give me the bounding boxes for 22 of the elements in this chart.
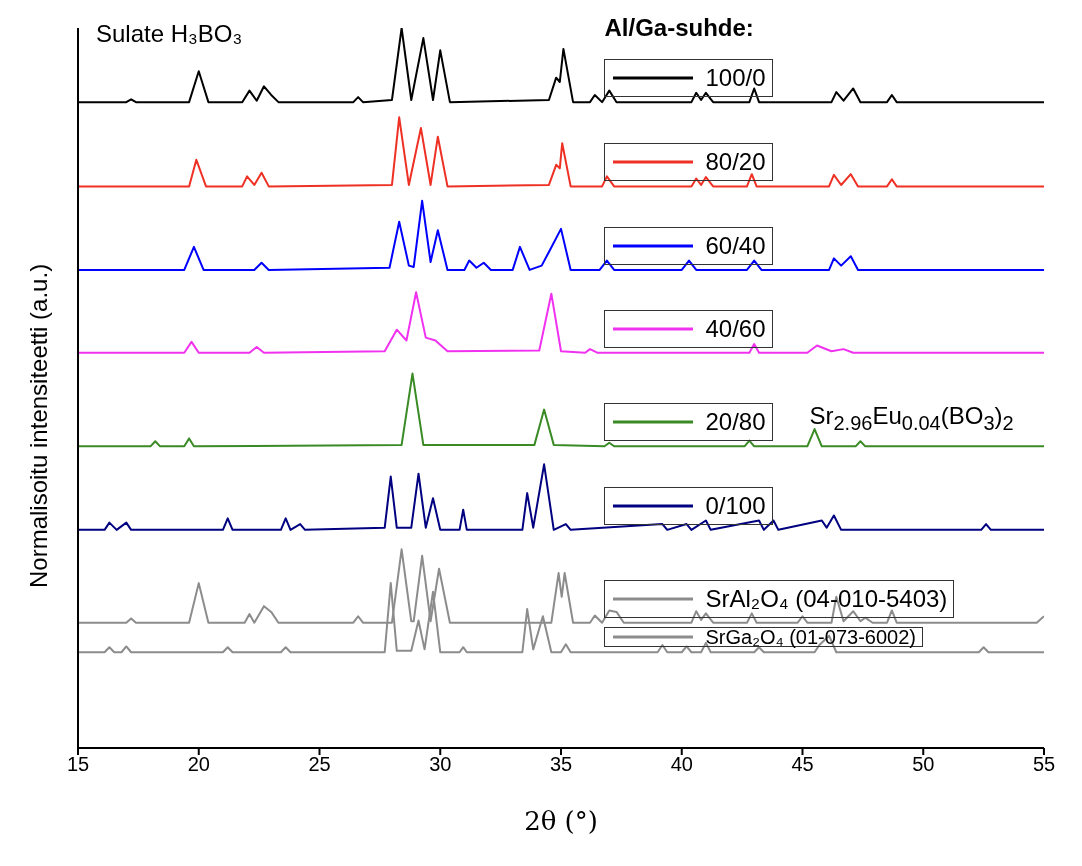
x-tick-label: 55 [1032,753,1056,776]
x-tick-label: 25 [308,753,331,776]
legend-label: 40/60 [705,314,766,342]
legend-label: 100/0 [705,64,766,92]
x-tick-label: 35 [549,753,573,776]
legend-label: 0/100 [705,491,766,519]
legend-label: 60/40 [705,231,766,259]
x-tick-label: 30 [429,753,452,776]
legend-label: SrGa₂O₄ (01-073-6002) [705,625,916,648]
x-tick-label: 45 [791,753,814,776]
annotation: Sulate H₃BO₃ [96,20,243,48]
legend-label: 20/80 [705,408,766,436]
legend-label: 80/20 [705,148,766,176]
x-tick-label: 20 [187,753,210,776]
x-tick-label: 15 [66,753,90,776]
legend-title: Al/Ga-suhde: [604,14,754,42]
x-tick-label: 50 [912,753,935,776]
x-tick-label: 40 [670,753,693,776]
x-axis-title: 2θ (°) [524,806,598,836]
annotation: Sr$_{2.96}$Eu$_{0.04}$(BO$_{3}$)$_{2}$ [809,402,1014,436]
y-axis-title: Normalisoitu intensiteetti (a.u.) [24,263,52,588]
legend-label: SrAl₂O₄ (04-010-5403) [705,584,948,612]
